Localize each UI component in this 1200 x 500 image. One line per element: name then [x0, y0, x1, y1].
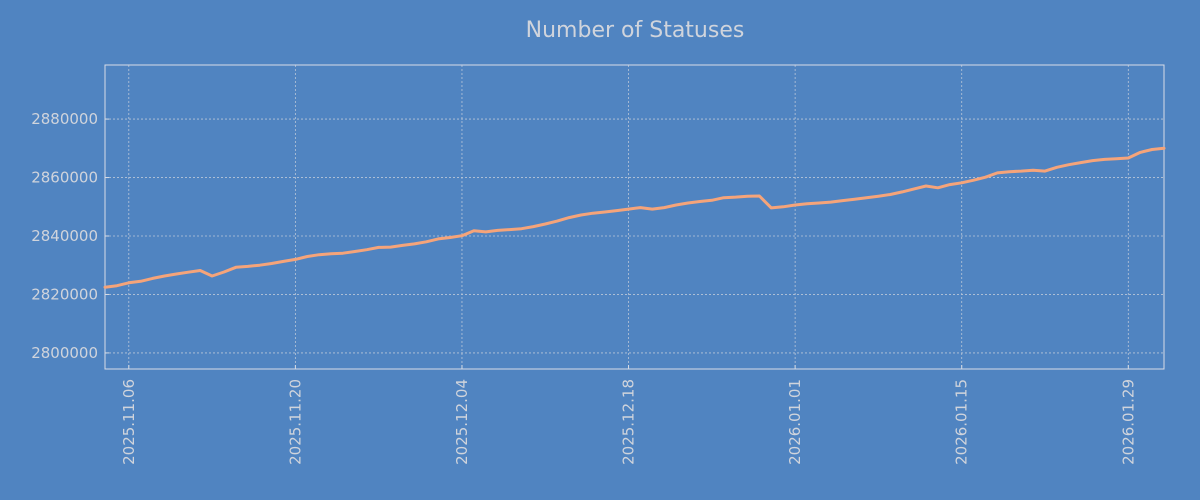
chart-title: Number of Statuses: [526, 18, 745, 43]
x-tick-label: 2026.01.29: [1119, 379, 1137, 465]
series-line: [103, 146, 1166, 289]
x-tick-label: 2025.12.18: [620, 379, 638, 465]
x-tick-label: 2025.11.20: [286, 379, 304, 465]
plot-frame: [104, 64, 1165, 370]
y-tick-label: 2840000: [31, 227, 98, 245]
y-tick-label: 2820000: [31, 285, 98, 303]
x-tick-label: 2026.01.01: [786, 379, 804, 465]
grid-lines: [105, 65, 1164, 369]
y-tick-label: 2880000: [31, 110, 98, 128]
series-layer: [103, 146, 1166, 289]
x-tick-label: 2025.12.04: [453, 379, 471, 465]
y-tick-label: 2860000: [31, 169, 98, 187]
x-tick-label: 2026.01.15: [953, 379, 971, 465]
x-tick-label: 2025.11.06: [120, 379, 138, 465]
y-axis-ticks: 2800000 2820000 2840000 2860000 2880000: [31, 110, 109, 362]
x-axis-ticks: 2025.11.06 2025.11.20 2025.12.04 2025.12.18…: [120, 365, 1137, 465]
y-tick-label: 2800000: [31, 344, 98, 362]
